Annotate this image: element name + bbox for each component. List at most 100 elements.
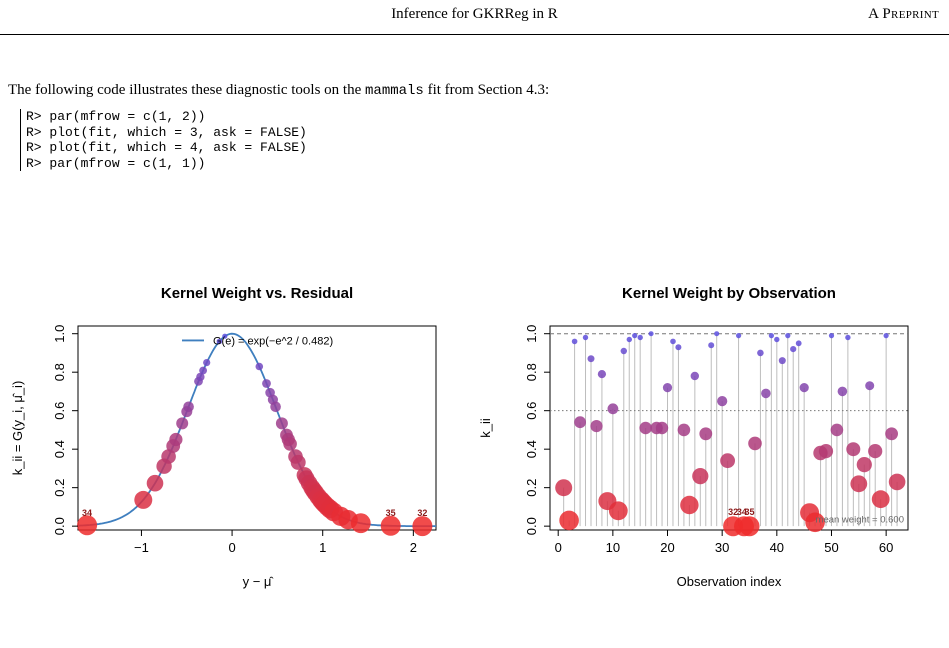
y-tick-label: 0.0 [524,517,539,535]
data-point [717,396,728,407]
x-tick-label: 40 [770,540,784,555]
data-point [675,344,682,351]
y-axis-label: k_ii = G(y_i, μ̂_i) [10,381,25,476]
data-point [607,403,619,415]
point-label: 34 [82,508,92,518]
y-tick-label: 0.8 [524,363,539,381]
data-point [720,453,735,469]
data-point [845,334,851,341]
y-tick-label: 0.6 [52,402,67,420]
y-tick-label: 0.6 [524,402,539,420]
data-point [176,417,189,430]
data-point [283,437,297,451]
data-point [757,349,764,357]
y-tick-label: 0.8 [52,363,67,381]
y-tick-label: 0.4 [524,440,539,458]
data-point [626,336,632,343]
code-line: R> plot(fit, which = 3, ask = FALSE) [26,124,307,140]
y-tick-label: 0.2 [52,479,67,497]
y-axis-label: k_ii [478,418,493,438]
data-point [262,379,271,388]
data-point [790,346,797,353]
data-point [799,383,809,393]
data-point [183,401,194,413]
data-point [692,468,709,485]
data-point [597,370,607,379]
legend-text: G(e) = exp(−e^2 / 0.482) [213,335,333,347]
data-point [655,421,669,435]
data-point [161,449,176,464]
data-point [690,371,699,381]
y-tick-label: 1.0 [524,325,539,343]
data-point [785,333,791,339]
data-point [222,333,228,339]
kernel-curve [77,332,436,527]
paragraph-text-end: fit from Section 4.3: [423,82,550,98]
x-tick-label: 2 [410,540,417,555]
data-point [632,333,638,339]
x-tick-label: 1 [319,540,326,555]
data-point [559,510,579,531]
plot-frame [77,325,437,531]
data-point [677,423,691,437]
data-point [196,372,205,382]
data-point [885,427,898,441]
preprint-label: A Preprint [868,6,939,22]
data-point [216,338,223,345]
data-point [412,516,433,537]
data-point [699,427,713,441]
data-point [739,516,760,537]
data-point [680,495,699,515]
data-point [888,473,906,491]
x-tick-label: 0 [555,540,562,555]
code-line: R> plot(fit, which = 4, ask = FALSE) [26,140,307,155]
data-point [270,401,281,413]
x-tick-label: 30 [715,540,729,555]
data-point [275,417,288,430]
data-point [146,474,164,492]
chart-title: Kernel Weight vs. Residual [161,285,353,302]
x-tick-label: 10 [606,540,620,555]
point-label: 32 [417,508,427,518]
data-point [77,515,98,536]
data-point [637,334,643,341]
x-tick-label: 0 [228,540,235,555]
data-point [670,338,676,345]
y-tick-label: 1.0 [52,325,67,343]
data-point [574,416,586,429]
data-point [582,334,589,341]
point-label: 35 [744,507,754,517]
data-point [846,442,861,457]
running-title: Inference for GKRReg in R [391,6,558,22]
data-point [795,340,802,347]
y-tick-label: 0.2 [524,479,539,497]
data-point [199,366,208,375]
data-point [380,515,401,536]
data-point [590,420,603,433]
x-axis-label: y − μ̂ [243,574,275,589]
data-point [850,475,868,493]
data-point [761,388,771,399]
page-header: Inference for GKRReg in R A Preprint [0,0,949,35]
data-point [828,333,835,339]
header-rule [0,34,949,35]
data-point [768,333,775,339]
data-point [608,501,628,521]
point-label: 35 [386,508,396,518]
data-point [662,383,673,393]
data-point [587,355,595,363]
data-point [134,490,153,509]
data-point [555,479,573,497]
x-axis-label: Observation index [677,574,782,589]
data-point [290,454,306,470]
x-tick-label: 60 [879,540,893,555]
kernel-weight-vs-residual-panel: Kernel Weight vs. Residual G(e) = exp(−e^… [10,285,437,589]
data-point [868,444,883,459]
paragraph-code-word: mammals [365,83,424,99]
data-point [571,338,578,345]
data-point [856,457,872,473]
code-line: R> par(mfrow = c(1, 2)) [26,109,206,124]
y-tick-label: 0.0 [52,517,67,535]
data-point [255,362,264,371]
